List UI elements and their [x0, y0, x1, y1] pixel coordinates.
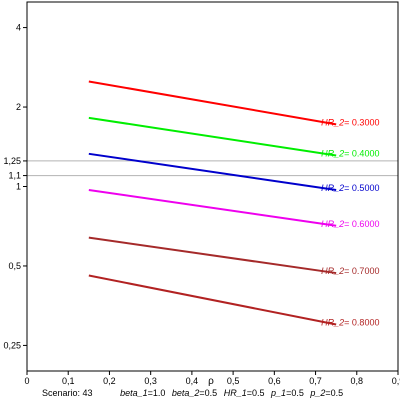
series-label-value: = 0.5000 [344, 183, 379, 193]
y-tick-label: 0,25 [3, 340, 21, 350]
series-label-value: = 0.4000 [344, 149, 379, 159]
series-label: HR_2= 0.8000 [321, 318, 379, 328]
x-tick-label: 0,7 [309, 376, 322, 386]
x-axis-label: ρ [208, 376, 214, 387]
x-tick-label: 0,1 [62, 376, 75, 386]
series-label: HR_2= 0.4000 [321, 149, 379, 159]
series-label: HR_2= 0.5000 [321, 183, 379, 193]
series-line [88, 274, 337, 326]
series-label-name: HR_2 [321, 266, 344, 276]
series-label-name: HR_2 [321, 219, 344, 229]
x-tick-label: 0,3 [144, 376, 157, 386]
series-label-value: = 0.7000 [344, 266, 379, 276]
caption-param-p2-name: p_2 [309, 388, 325, 398]
series-label: HR_2= 0.3000 [321, 117, 379, 127]
caption-param-p2-value: =0.5 [325, 388, 343, 398]
series-label-value: = 0.6000 [344, 219, 379, 229]
caption-param-beta2-value: =0.5 [199, 388, 217, 398]
caption-param-beta1-name: beta_1 [120, 388, 148, 398]
series-label-name: HR_2 [321, 318, 344, 328]
y-tick-label: 0,5 [8, 261, 21, 271]
y-ref-tick-label: 1,25 [3, 156, 21, 166]
caption-param-p1-value: =0.5 [286, 388, 304, 398]
x-tick-label: 0,2 [103, 376, 116, 386]
series-label-name: HR_2 [321, 183, 344, 193]
y-tick-label: 4 [16, 23, 21, 33]
plot-area: 1,25 1,1 0 0,1 0,2 0,3 0,4 0,5 0,6 0,7 0,8 0,9 0,25 0… [3, 1, 400, 386]
series-label-value: = 0.8000 [344, 318, 379, 328]
caption-param-hr1-value: =0.5 [247, 388, 265, 398]
y-tick-label: 1 [16, 182, 21, 192]
x-tick-label: 0,5 [227, 376, 240, 386]
series-label-name: HR_2 [321, 117, 344, 127]
series-label-name: HR_2 [321, 149, 344, 159]
x-tick-label: 0,9 [392, 376, 400, 386]
series-label: HR_2= 0.6000 [321, 219, 379, 229]
x-tick-label: 0,8 [351, 376, 364, 386]
series-line [88, 116, 337, 157]
series-line [88, 80, 337, 126]
x-tick-label: 0 [24, 376, 29, 386]
series-label-value: = 0.3000 [344, 117, 379, 127]
caption: Scenario: 43 beta_1=1.0 beta_2=0.5 HR_1=… [42, 388, 343, 398]
caption-param-p1-name: p_1 [270, 388, 286, 398]
caption-param-beta1-value: =1.0 [148, 388, 166, 398]
y-tick-label: 2 [16, 102, 21, 112]
series-line [88, 189, 337, 227]
caption-scenario: Scenario: 43 [42, 388, 93, 398]
series-label: HR_2= 0.7000 [321, 266, 379, 276]
series-line [88, 236, 337, 275]
caption-param-beta2-name: beta_2 [172, 388, 200, 398]
x-tick-label: 0,6 [268, 376, 281, 386]
caption-param-hr1-name: HR_1 [224, 388, 247, 398]
series-line [88, 152, 337, 191]
y-ref-tick-label: 1,1 [8, 171, 21, 181]
x-tick-label: 0,4 [186, 376, 199, 386]
